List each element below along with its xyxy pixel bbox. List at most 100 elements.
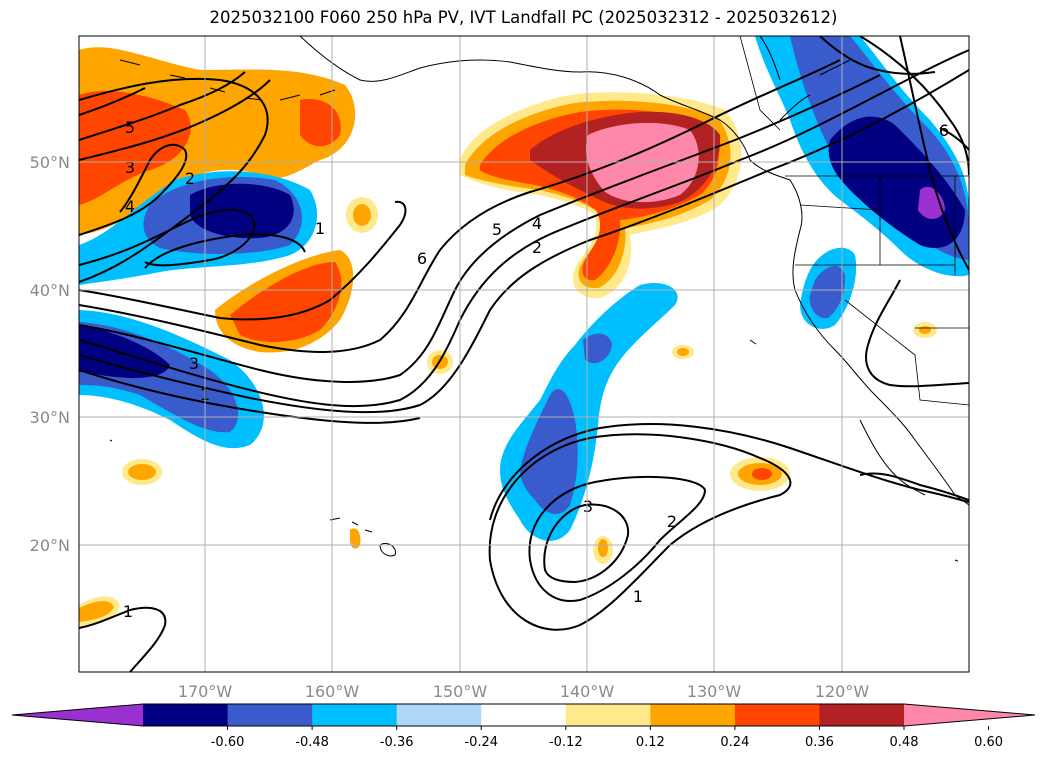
colorbar-extend-max — [904, 704, 1035, 726]
colorbar-outline — [11, 703, 1036, 727]
colorbar-tick-label: -0.36 — [380, 735, 414, 750]
map-frame — [78, 35, 970, 673]
colorbar-segment — [312, 704, 398, 726]
contour-18 — [819, 36, 936, 75]
colorbar-tick-label: -0.12 — [549, 735, 583, 750]
fill-negative-c-core — [520, 389, 578, 515]
contour-label: 1 — [315, 219, 325, 238]
contour-s4 — [489, 423, 969, 521]
fill-positive-cw-core — [230, 262, 342, 342]
colorbar-tick-label: -0.24 — [464, 735, 498, 750]
coastline-small — [109, 339, 959, 562]
lon-label: 170°W — [178, 682, 233, 701]
contour-s6 — [859, 472, 969, 501]
fill-negative-coast-core — [809, 265, 846, 319]
border-states-3 — [844, 299, 969, 406]
fill-positive-nw-core — [79, 90, 191, 205]
border-states-1 — [799, 204, 955, 266]
lon-label: 160°W — [305, 682, 360, 701]
contour-11 — [79, 87, 146, 116]
contour-label: 6 — [417, 249, 427, 268]
contour-12 — [79, 208, 256, 267]
contour-label: 5 — [125, 118, 135, 137]
fill-negative-e-purple — [918, 186, 945, 219]
fill-small-3-core — [353, 204, 371, 226]
fill-small-1-core — [128, 464, 156, 480]
colorbar-segment — [734, 704, 820, 726]
contour-1 — [79, 77, 269, 283]
lat-label: 40°N — [30, 281, 70, 300]
border-states-4 — [879, 176, 956, 275]
fill-negative-c-2 — [583, 333, 612, 364]
pv-anomaly-fill — [79, 36, 969, 628]
gridlines — [79, 36, 969, 672]
contour-label: 4 — [125, 197, 135, 216]
contour-10 — [79, 71, 246, 141]
colorbar-tick-label: 0.48 — [890, 735, 919, 750]
lon-label: 130°W — [687, 682, 742, 701]
colorbar-segment — [143, 704, 229, 726]
coastlines — [109, 36, 969, 562]
colorbar-segment — [481, 704, 567, 726]
contour-label: 2 — [532, 238, 542, 257]
fill-small-7-core — [919, 326, 931, 334]
fill-negative-sw-inner — [79, 325, 170, 378]
colorbar-extend-min — [12, 704, 143, 726]
contour-16 — [939, 127, 969, 151]
fill-small-5-core — [598, 539, 608, 557]
contour-3 — [79, 69, 969, 414]
colorbar-tick-label: -0.48 — [295, 735, 329, 750]
contour-s5 — [79, 606, 167, 672]
coastline-baja — [859, 419, 926, 496]
lat-label: 20°N — [30, 536, 70, 555]
contour-label: 2 — [185, 169, 195, 188]
contour-9 — [79, 79, 271, 161]
contour-label: 4 — [532, 214, 542, 233]
fill-positive-nw — [79, 47, 356, 236]
lon-labels: 170°W 160°W 150°W 140°W 130°W 120°W — [178, 682, 870, 701]
contour-8 — [79, 143, 188, 236]
contour-label: 5 — [492, 220, 502, 239]
lat-label: 30°N — [30, 408, 70, 427]
contour-s1 — [543, 503, 630, 584]
contour-label: 3 — [583, 497, 593, 516]
contour-6 — [79, 59, 841, 353]
contour-s2 — [528, 475, 707, 602]
lon-label: 120°W — [815, 682, 870, 701]
contour-label: 1 — [123, 602, 133, 621]
colorbar-tick-label: 0.24 — [720, 735, 749, 750]
coastline-inland — [759, 36, 851, 121]
contour-7 — [79, 200, 407, 321]
contour-13 — [144, 233, 306, 269]
contour-label: 3 — [125, 158, 135, 177]
contour-label: 6 — [939, 121, 949, 140]
contour-17 — [865, 279, 969, 388]
lon-label: 150°W — [433, 682, 488, 701]
contour-s3 — [488, 433, 792, 631]
fill-small-6-core — [677, 348, 689, 356]
coastline-hawaii — [329, 517, 397, 557]
contour-4 — [79, 369, 421, 424]
fill-small-hawaii — [350, 528, 361, 549]
contour-15 — [859, 36, 969, 176]
coastline-alaska — [299, 36, 969, 506]
map-title: 2025032100 F060 250 hPa PV, IVT Landfall… — [209, 8, 838, 27]
lat-labels: 50°N 40°N 30°N 20°N — [30, 153, 70, 555]
fill-small-sw-core — [79, 601, 114, 622]
colorbar-tick-label: 0.36 — [805, 735, 834, 750]
contour-label: 3 — [189, 354, 199, 373]
colorbar-tick-label: 0.60 — [974, 735, 1003, 750]
colorbar-segment — [565, 704, 651, 726]
contour-label: 1 — [633, 587, 643, 606]
colorbar-tick-label: 0.12 — [636, 735, 665, 750]
contour-label: 2 — [667, 512, 677, 531]
contour-2 — [79, 49, 969, 408]
fill-small-2-inner — [752, 468, 772, 480]
colorbar-tick-label: -0.60 — [211, 735, 245, 750]
colorbar-segment — [227, 704, 313, 726]
lon-label: 140°W — [560, 682, 615, 701]
colorbar-segment — [650, 704, 736, 726]
ivt-contours — [79, 36, 969, 672]
colorbar-segment — [819, 704, 905, 726]
